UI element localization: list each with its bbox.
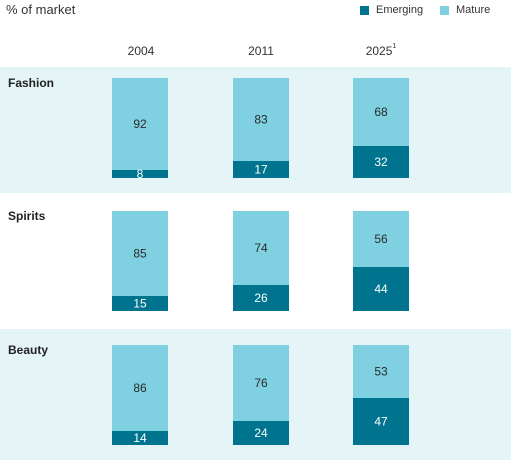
- bar-mature-fashion-2004: [112, 78, 168, 170]
- data-label-emerging-fashion-2004: 8: [137, 167, 144, 181]
- data-label-emerging-beauty-2011: 24: [254, 426, 268, 440]
- legend-label-mature: Mature: [456, 4, 491, 16]
- bar-mature-beauty-2025: [353, 345, 409, 398]
- bar-mature-beauty-2004: [112, 345, 168, 431]
- bar-mature-spirits-2011: [233, 211, 289, 285]
- data-label-emerging-fashion-2011: 17: [254, 163, 268, 177]
- data-label-mature-fashion-2004: 92: [133, 117, 147, 131]
- bar-mature-beauty-2011: [233, 345, 289, 421]
- data-label-mature-beauty-2004: 86: [133, 381, 147, 395]
- bar-emerging-spirits-2011: [233, 285, 289, 311]
- data-label-emerging-fashion-2025: 32: [374, 155, 388, 169]
- data-label-emerging-spirits-2004: 15: [133, 297, 147, 311]
- bar-emerging-fashion-2011: [233, 161, 289, 178]
- bar-mature-fashion-2011: [233, 78, 289, 161]
- panel-title-spirits: Spirits: [8, 209, 46, 223]
- legend-item-mature: Mature: [440, 4, 490, 16]
- data-label-mature-spirits-2025: 56: [374, 232, 388, 246]
- bar-mature-spirits-2004: [112, 211, 168, 296]
- data-label-emerging-beauty-2004: 14: [133, 431, 147, 445]
- data-label-emerging-spirits-2025: 44: [374, 282, 388, 296]
- bar-emerging-spirits-2025: [353, 267, 409, 311]
- footnote-marker: 1: [392, 43, 397, 50]
- data-label-mature-spirits-2011: 74: [254, 241, 268, 255]
- data-label-mature-spirits-2004: 85: [133, 247, 147, 261]
- data-label-emerging-spirits-2011: 26: [254, 291, 268, 305]
- bar-emerging-fashion-2025: [353, 146, 409, 178]
- data-label-mature-beauty-2011: 76: [254, 376, 268, 390]
- bar-emerging-beauty-2025: [353, 398, 409, 445]
- year-label-2004: 2004: [127, 44, 155, 58]
- year-label-2025: 20251: [365, 43, 397, 58]
- legend-item-emerging: Emerging: [360, 4, 423, 16]
- year-label-2011: 2011: [248, 44, 274, 58]
- legend-swatch-emerging: [360, 5, 369, 15]
- data-label-mature-fashion-2025: 68: [374, 105, 388, 119]
- data-label-mature-beauty-2025: 53: [374, 365, 388, 379]
- bar-emerging-beauty-2011: [233, 421, 289, 445]
- panel-title-fashion: Fashion: [8, 76, 55, 90]
- bar-emerging-beauty-2004: [112, 431, 168, 445]
- legend-swatch-mature: [440, 5, 449, 15]
- bar-emerging-fashion-2004: [112, 170, 168, 178]
- panel-title-beauty: Beauty: [8, 343, 49, 357]
- data-label-emerging-beauty-2025: 47: [374, 415, 388, 429]
- bar-emerging-spirits-2004: [112, 296, 168, 311]
- legend: Emerging Mature: [0, 4, 511, 20]
- data-label-mature-fashion-2011: 83: [254, 113, 268, 127]
- legend-label-emerging: Emerging: [376, 4, 424, 16]
- unit-label: % of market: [6, 2, 76, 17]
- bar-mature-fashion-2025: [353, 78, 409, 146]
- bar-mature-spirits-2025: [353, 211, 409, 267]
